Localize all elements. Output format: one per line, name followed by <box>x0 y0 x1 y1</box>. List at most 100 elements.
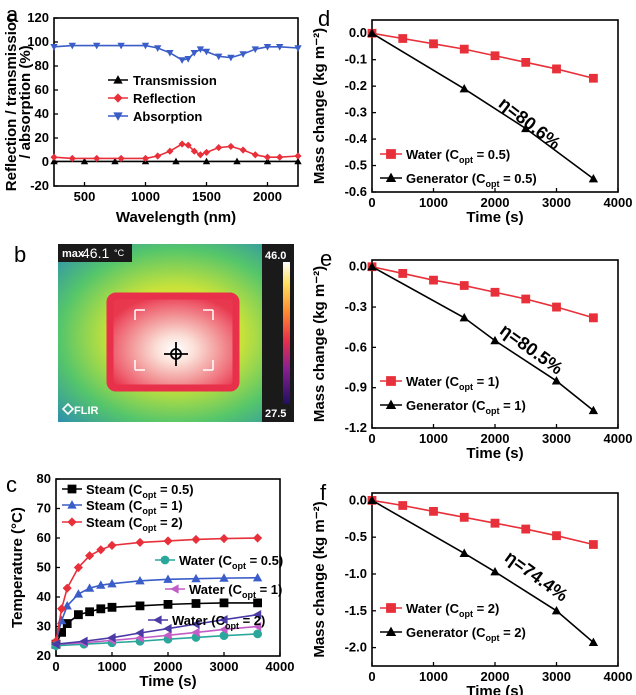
y-tick-label: 70 <box>37 501 51 516</box>
thermal-max-box <box>58 244 132 262</box>
legend-marker <box>67 517 77 527</box>
data-point <box>294 157 302 165</box>
legend-text-part: opt <box>459 609 473 619</box>
x-tick-label: 3000 <box>542 431 571 446</box>
data-point <box>521 524 531 534</box>
data-point <box>202 157 211 165</box>
panel-letter-d: d <box>318 6 330 31</box>
panel-letter-e: e <box>320 246 332 271</box>
data-point <box>219 624 228 635</box>
y-axis-title: Mass change (kg m⁻²) <box>311 501 328 657</box>
y-axis-title: Temperature (°C) <box>9 507 26 628</box>
data-point <box>191 534 201 545</box>
x-tick-label: 3000 <box>542 195 571 210</box>
data-point <box>166 147 174 155</box>
y-tick-label: -0.3 <box>345 105 367 120</box>
data-point <box>107 633 116 643</box>
data-point <box>96 604 106 614</box>
data-point <box>276 153 284 161</box>
data-point <box>551 605 562 615</box>
legend-text-part: opt <box>142 506 156 516</box>
data-point <box>219 598 229 608</box>
thermal-max-label: max <box>62 248 85 260</box>
legend-label: Water (Copt = 1) <box>189 582 282 600</box>
x-tick-label: 4000 <box>604 669 633 684</box>
data-point <box>96 545 106 555</box>
x-tick-label: 1000 <box>419 669 448 684</box>
data-point <box>589 73 598 83</box>
legend-text-part: opt <box>459 155 473 165</box>
data-point <box>135 601 145 611</box>
legend-label: Water (Copt = 2) <box>172 613 265 631</box>
data-point <box>166 50 174 57</box>
legend-text-part: opt <box>242 590 256 600</box>
y-tick-label: 60 <box>37 530 51 545</box>
legend-label: Water (Copt = 2) <box>406 601 499 619</box>
x-tick-label: 0 <box>368 669 375 684</box>
legend-text-part: opt <box>485 406 499 416</box>
data-point <box>107 578 117 588</box>
y-tick-label: 40 <box>35 106 49 121</box>
data-point <box>398 269 408 278</box>
legend-text-part: opt <box>459 382 473 392</box>
data-point <box>589 313 598 323</box>
panel-letter-b: b <box>14 242 26 267</box>
legend-text-part: = 0.5) <box>246 553 283 568</box>
thermal-hot-region <box>106 292 240 392</box>
panel-letter-c: c <box>6 472 17 497</box>
legend-text-part: Generator (C <box>406 171 486 186</box>
data-point <box>552 302 561 312</box>
data-point <box>551 376 562 385</box>
y-tick-label: 0.0 <box>349 259 367 274</box>
data-point <box>459 512 469 522</box>
legend-text-part: = 0.5) <box>473 147 510 162</box>
legend-label: Steam (Copt = 2) <box>86 515 183 533</box>
y-tick-label: -0.6 <box>345 339 367 354</box>
y-tick-label: 80 <box>35 58 49 73</box>
legend-text-part: Steam (C <box>86 515 143 530</box>
plot-frame <box>53 17 299 187</box>
data-point <box>135 628 144 638</box>
legend-text-part: Water (C <box>189 582 243 597</box>
legend-label: Generator (Copt = 0.5) <box>406 171 537 189</box>
data-point <box>588 173 599 183</box>
legend-text-part: = 2) <box>499 625 525 640</box>
x-tick-label: 2000 <box>481 431 510 446</box>
data-point <box>73 562 83 573</box>
data-point <box>252 573 263 582</box>
x-tick-label: 0 <box>368 195 375 210</box>
thermal-max-value: 46.1 <box>82 245 109 261</box>
data-point <box>252 610 262 620</box>
legend-marker <box>113 93 123 103</box>
data-point <box>178 57 186 64</box>
legend-text-part: = 1) <box>473 374 499 389</box>
corner-mark-icon <box>203 360 214 371</box>
corner-mark-icon <box>134 309 145 320</box>
x-tick-label: 1500 <box>192 189 221 204</box>
legend-text-part: Water (C <box>172 613 226 628</box>
chart-a: 500 1000 1500 2000 -20 0 20 40 60 80 100 120 Wavelen… <box>3 10 302 226</box>
data-point <box>521 294 531 304</box>
legend-label: Generator (Copt = 1) <box>406 398 526 416</box>
data-point <box>68 154 76 162</box>
data-point <box>215 144 223 152</box>
legend-text-part: opt <box>142 490 156 500</box>
series-line <box>53 143 299 160</box>
y-tick-label: -0.3 <box>345 299 367 314</box>
legend-text-part: = 0.5) <box>499 171 536 186</box>
legend-label: Water (Copt = 0.5) <box>179 553 283 571</box>
legend-marker <box>113 112 123 121</box>
data-point <box>429 507 438 516</box>
legend-text-part: = 1) <box>256 582 282 597</box>
data-point <box>96 580 106 589</box>
legend-text-part: Water (C <box>179 553 233 568</box>
data-point <box>459 548 469 557</box>
data-point <box>219 631 229 641</box>
legend-label: Steam (Copt = 1) <box>86 498 183 516</box>
data-point <box>163 574 173 583</box>
y-axis-title: Reflection / transmission <box>3 13 20 191</box>
data-point <box>367 28 377 37</box>
flir-logo-icon: FLIR <box>61 402 98 417</box>
data-point <box>367 261 377 271</box>
x-tick-label: 0 <box>368 431 375 446</box>
